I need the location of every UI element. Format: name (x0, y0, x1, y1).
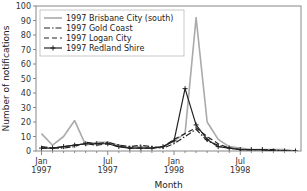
x-tick-label: Jul1998 (230, 157, 250, 175)
y-tick-label: 50 (21, 75, 31, 84)
x-tick (41, 151, 42, 155)
legend-box (40, 10, 184, 56)
series-marker (227, 146, 232, 151)
series-marker (72, 143, 77, 148)
series-marker (39, 146, 44, 151)
series-marker (83, 141, 88, 146)
x-tick (96, 151, 97, 153)
series-line (42, 128, 296, 151)
x-tick (185, 151, 186, 153)
x-tick (196, 151, 197, 153)
x-tick (162, 151, 163, 153)
series-marker (205, 137, 210, 142)
y-tick-label: 80 (21, 31, 31, 40)
series-marker (105, 141, 110, 146)
series-marker (260, 147, 265, 151)
y-tick-label: 40 (21, 89, 31, 98)
x-tick-label: Jan1998 (164, 157, 184, 175)
series-marker (183, 86, 188, 91)
x-tick (52, 151, 53, 153)
legend-swatch (44, 17, 62, 19)
series-marker (116, 144, 121, 149)
x-tick (251, 151, 252, 153)
y-tick-label: 10 (21, 133, 31, 142)
plot-frame (36, 6, 301, 151)
x-tick (218, 151, 219, 153)
series-marker (138, 146, 143, 151)
y-tick-label: 100 (16, 2, 31, 11)
chart: 0 10 20 30 40 50 60 70 80 90 100 Jan1997 Jul1997 Jan1… (0, 0, 307, 191)
series-marker (282, 149, 287, 152)
series-marker (271, 149, 276, 152)
y-tick (33, 64, 36, 65)
series-line (42, 89, 296, 151)
legend-label: 1997 Brisbane City (south) (66, 14, 173, 23)
y-tick-label: 90 (21, 17, 31, 26)
y-tick (33, 93, 36, 94)
series-marker (216, 144, 221, 149)
y-tick (33, 6, 36, 7)
series-marker (238, 147, 243, 151)
series-marker (61, 144, 66, 149)
x-tick (207, 151, 208, 153)
x-tick (295, 151, 296, 153)
series-marker (160, 144, 165, 149)
x-tick (129, 151, 130, 153)
series-marker (127, 146, 132, 151)
series-marker (249, 147, 254, 151)
y-tick (33, 136, 36, 137)
series-marker (94, 141, 99, 146)
legend-label: 1997 Gold Coast (66, 24, 133, 33)
y-tick-label: 60 (21, 60, 31, 69)
x-tick (229, 151, 230, 153)
x-tick (85, 151, 86, 153)
y-axis-label: Number of notifications (1, 25, 11, 131)
legend-marker (51, 46, 56, 51)
series-marker (194, 122, 199, 127)
y-tick-label: 0 (26, 147, 31, 156)
series-marker (50, 146, 55, 151)
series-marker (293, 149, 298, 152)
y-tick-label: 30 (21, 104, 31, 113)
x-tick (284, 151, 285, 153)
x-tick (273, 151, 274, 153)
series-line (42, 129, 296, 151)
y-tick-label: 70 (21, 46, 31, 55)
y-tick (33, 78, 36, 79)
x-tick-label: Jul1997 (98, 157, 118, 175)
y-tick (33, 20, 36, 21)
y-tick (33, 151, 36, 152)
legend-label: 1997 Redland Shire (66, 44, 144, 53)
x-tick (151, 151, 152, 153)
legend-label: 1997 Logan City (66, 34, 132, 43)
y-tick (33, 107, 36, 108)
legend: 1997 Brisbane City (south)1997 Gold Coas… (40, 10, 184, 56)
x-tick (240, 151, 241, 155)
x-tick (140, 151, 141, 153)
legend-swatch (44, 27, 62, 28)
x-axis-label: Month (154, 180, 182, 190)
x-tick (74, 151, 75, 153)
x-tick (118, 151, 119, 153)
x-tick-label: Jan1997 (31, 157, 51, 175)
x-tick (63, 151, 64, 153)
y-tick (33, 35, 36, 36)
legend-swatch (44, 37, 62, 38)
series-marker (172, 138, 177, 143)
series-marker (149, 146, 154, 151)
x-tick (174, 151, 175, 155)
y-tick (33, 49, 36, 50)
x-tick (262, 151, 263, 153)
y-tick (33, 122, 36, 123)
x-tick (107, 151, 108, 155)
y-tick-label: 20 (21, 118, 31, 127)
